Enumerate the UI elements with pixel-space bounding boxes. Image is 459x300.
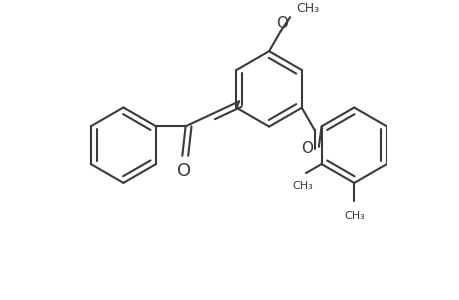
Text: O: O [300,141,312,156]
Text: CH₃: CH₃ [291,181,313,191]
Text: CH₃: CH₃ [343,211,364,221]
Text: O: O [177,162,190,180]
Text: O: O [276,16,288,31]
Text: CH₃: CH₃ [296,2,319,14]
